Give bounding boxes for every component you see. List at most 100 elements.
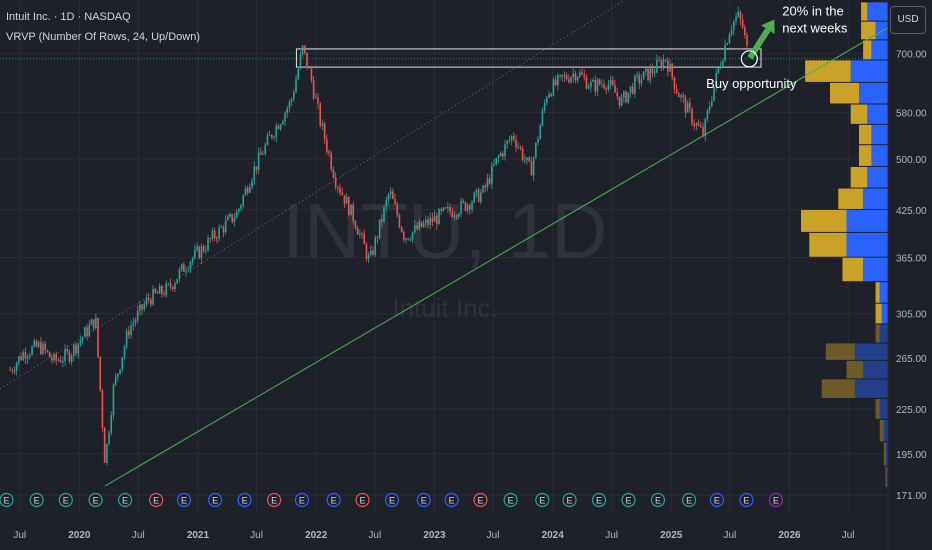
volume-profile-down-bar <box>859 145 872 166</box>
candle-body <box>352 204 355 222</box>
candle-body <box>510 136 513 141</box>
candle-body <box>376 237 379 239</box>
candle-body <box>466 204 469 211</box>
volume-profile-up-bar <box>867 104 888 124</box>
candle-body <box>708 106 711 111</box>
candle-body <box>398 215 401 227</box>
candle-body <box>746 34 748 46</box>
candle-body <box>378 219 381 239</box>
earnings-marker-ring <box>355 492 370 508</box>
candle-body <box>312 80 315 99</box>
candle-body <box>55 354 58 361</box>
candle-body <box>202 246 205 252</box>
candle-body <box>348 197 350 216</box>
candle-body <box>691 108 693 124</box>
candle-body <box>447 206 449 209</box>
candle-body <box>557 75 559 86</box>
volume-profile-up-bar <box>881 303 888 324</box>
candle-body <box>735 16 737 22</box>
chart-title: Intuit Inc. · 1D · NASDAQ <box>6 11 131 23</box>
candle-body <box>112 384 115 416</box>
candle-body <box>361 233 363 235</box>
candle-body <box>660 60 663 68</box>
earnings-marker-label: E <box>271 496 277 506</box>
earnings-marker-ring <box>384 492 400 508</box>
candle-body <box>387 194 390 200</box>
candle-body <box>473 192 476 203</box>
candle-body <box>79 340 82 344</box>
x-tick-label: Jul <box>842 530 855 541</box>
candle-body <box>128 330 130 336</box>
candle-body <box>350 204 352 216</box>
currency-button[interactable]: USD <box>890 6 926 34</box>
candle-body <box>491 165 493 184</box>
candle-body <box>565 75 568 80</box>
candle-body <box>671 63 674 78</box>
candle-body <box>702 127 704 137</box>
candle-body <box>700 125 702 128</box>
candle-body <box>31 346 33 355</box>
candle-body <box>519 146 522 149</box>
target-arrow-head <box>761 19 775 34</box>
candle-body <box>737 11 740 17</box>
candle-body <box>9 369 11 371</box>
candle-body <box>106 443 108 463</box>
indicator-legend[interactable]: VRVP (Number Of Rows, 24, Up/Down) <box>6 31 200 43</box>
candle-body <box>451 211 454 217</box>
volume-profile-down-bar <box>883 442 886 466</box>
earnings-marker-ring <box>416 492 431 508</box>
candle-body <box>645 68 647 72</box>
candle-body <box>590 81 592 88</box>
volume-profile-down-bar <box>850 104 868 124</box>
volume-profile-down-bar <box>861 21 876 40</box>
y-tick-label: 225.00 <box>896 405 927 416</box>
candle-body <box>427 219 429 226</box>
candle-body <box>574 73 577 81</box>
volume-profile-up-bar <box>885 442 888 466</box>
candle-body <box>97 317 99 357</box>
volume-profile-down-bar <box>850 166 868 188</box>
candle-body <box>222 226 225 233</box>
candle-body <box>178 269 181 280</box>
grid <box>0 0 888 512</box>
candle-body <box>592 80 594 82</box>
candle-body <box>416 225 418 230</box>
candle-body <box>526 157 528 160</box>
candle-body <box>189 261 192 269</box>
x-axis[interactable]: Jul 2020 Jul 2021 Jul 2022 Jul 2023 Jul 2024 Jul 20… <box>13 530 854 541</box>
candle-body <box>334 177 337 187</box>
volume-profile-up-bar <box>854 379 888 398</box>
candle-body <box>161 286 163 294</box>
candle-body <box>315 97 317 99</box>
candle-body <box>158 286 161 294</box>
candle-body <box>431 217 434 222</box>
candle-body <box>535 142 537 158</box>
earnings-marker-ring <box>739 492 754 508</box>
earnings-marker-label: E <box>567 496 573 506</box>
y-tick-label: 425.00 <box>896 206 927 217</box>
candle-body <box>235 211 238 219</box>
earnings-marker-label: E <box>63 496 69 506</box>
candle-body <box>656 60 658 73</box>
buy-opportunity-circle <box>740 50 758 68</box>
candle-body <box>546 97 548 104</box>
candle-body <box>521 148 524 160</box>
candle-body <box>330 153 333 170</box>
candle-body <box>117 373 119 377</box>
y-axis[interactable]: 700.00 580.00 500.00 425.00 365.00 305.00 265.… <box>887 0 927 550</box>
candle-body <box>310 68 313 81</box>
volume-profile-down-bar <box>863 40 872 60</box>
volume-profile-up-bar <box>871 145 888 166</box>
support-trendline <box>104 27 889 487</box>
candle-body <box>704 119 707 137</box>
candle-body <box>381 219 383 222</box>
candle-body <box>475 189 478 193</box>
earnings-marker-label: E <box>743 496 749 506</box>
x-tick-label: Jul <box>132 530 145 541</box>
candle-body <box>596 79 599 92</box>
candle-body <box>418 221 421 230</box>
candle-body <box>530 161 533 176</box>
candle-body <box>240 205 242 209</box>
candle-body <box>176 279 179 284</box>
